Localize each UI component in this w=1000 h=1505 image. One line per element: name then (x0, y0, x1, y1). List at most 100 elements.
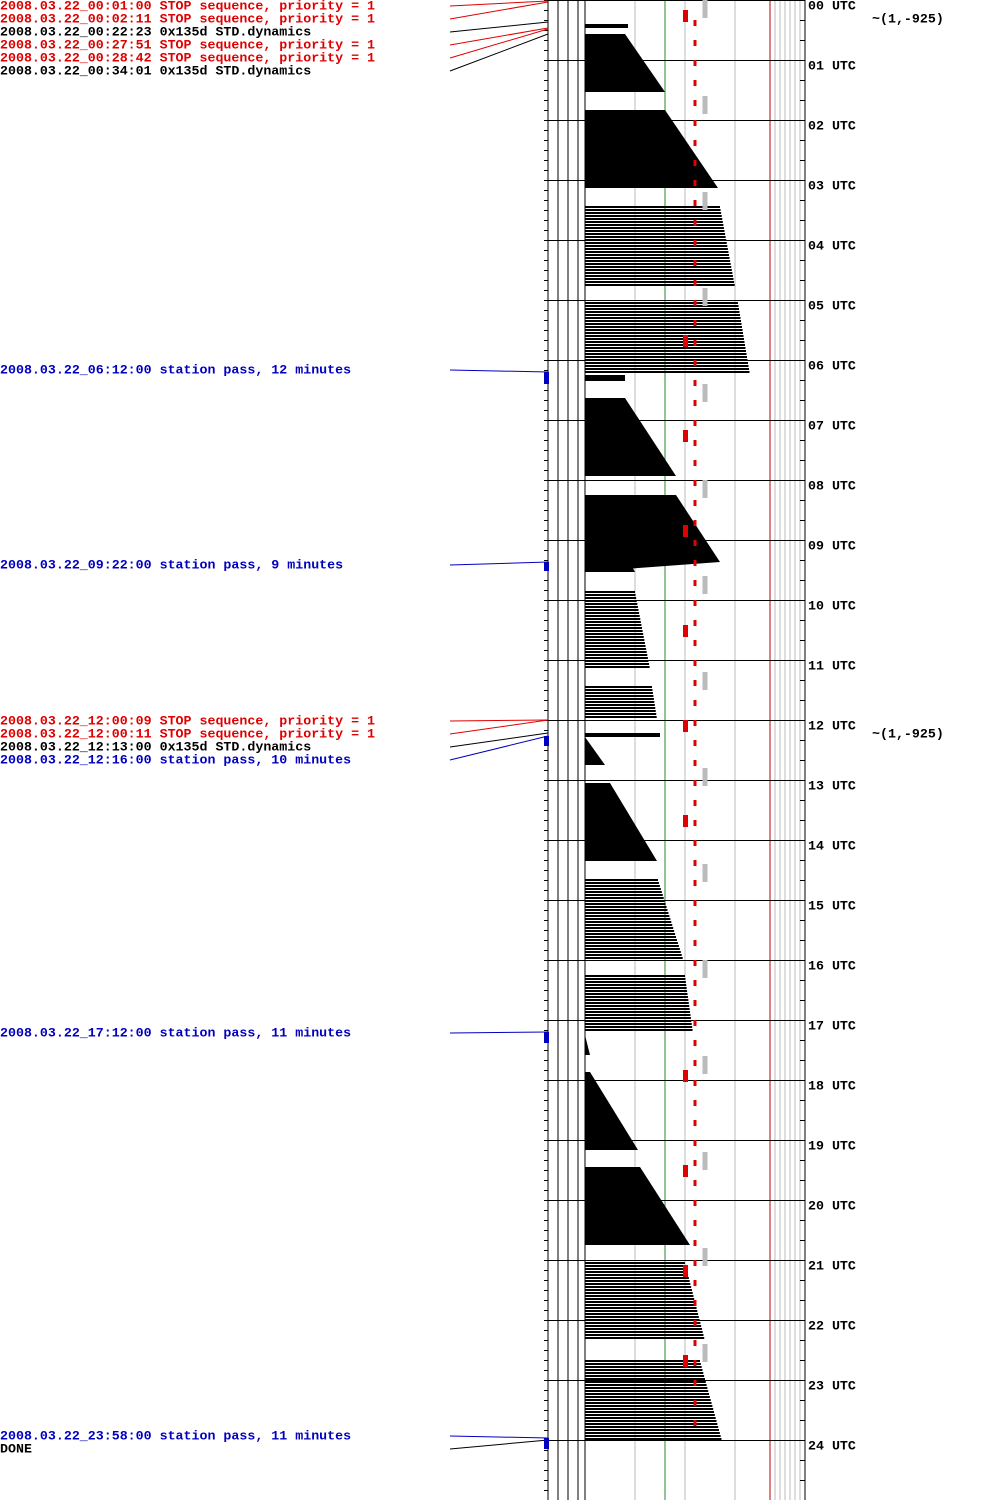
event-label: 2008.03.22_17:12:00 station pass, 11 min… (0, 1026, 351, 1041)
hour-label: 01 UTC (808, 59, 856, 74)
activity-stripe (585, 1011, 691, 1013)
activity-stripe (585, 954, 682, 956)
activity-stripe (585, 930, 675, 932)
station-pass-mark (544, 1032, 549, 1043)
activity-block (585, 1072, 638, 1150)
event-label: 2008.03.22_00:28:42 STOP sequence, prior… (0, 51, 375, 66)
activity-stripe (585, 1369, 703, 1371)
activity-stripe (585, 918, 671, 920)
activity-stripe (585, 1304, 696, 1306)
activity-stripe (585, 1372, 704, 1374)
activity-stripe (585, 1002, 689, 1004)
event-label: 2008.03.22_00:01:00 STOP sequence, prior… (0, 0, 375, 14)
activity-stripe (585, 215, 722, 217)
activity-stripe (585, 978, 686, 980)
activity-stripe (585, 245, 728, 247)
activity-stripe (585, 239, 727, 241)
event-connector (449, 732, 549, 748)
activity-stripe (585, 621, 641, 623)
activity-stripe (585, 206, 720, 208)
activity-stripe (585, 1384, 707, 1386)
activity-stripe (585, 618, 641, 620)
hour-label: 14 UTC (808, 839, 856, 854)
red-mark (683, 335, 688, 347)
event-connector (449, 735, 549, 761)
station-pass-mark (544, 562, 549, 571)
activity-stripe (585, 707, 656, 709)
activity-stripe (585, 353, 747, 355)
activity-stripe (585, 1310, 698, 1312)
activity-stripe (585, 1301, 695, 1303)
activity-stripe (585, 1262, 685, 1264)
activity-stripe (585, 1420, 717, 1422)
activity-stripe (585, 948, 680, 950)
hour-label: 17 UTC (808, 1019, 856, 1034)
activity-stripe (585, 308, 739, 310)
activity-stripe (585, 615, 640, 617)
event-label: 2008.03.22_00:22:23 0x135d STD.dynamics (0, 25, 311, 40)
activity-stripe (585, 897, 664, 899)
activity-stripe (585, 359, 748, 361)
red-mark (683, 430, 688, 442)
hour-label: 19 UTC (808, 1139, 856, 1154)
activity-stripe (585, 329, 743, 331)
red-mark (683, 625, 688, 637)
hour-label: 21 UTC (808, 1259, 856, 1274)
activity-stripe (585, 894, 663, 896)
activity-stripe (585, 888, 661, 890)
activity-stripe (585, 606, 638, 608)
activity-stripe (585, 645, 646, 647)
event-label: 2008.03.22_12:16:00 station pass, 10 min… (0, 753, 351, 768)
activity-stripe (585, 1408, 714, 1410)
activity-stripe (585, 981, 686, 983)
activity-stripe (585, 906, 667, 908)
activity-stripe (585, 1331, 703, 1333)
red-mark (683, 815, 688, 827)
activity-stripe (585, 984, 687, 986)
event-connector (449, 719, 549, 735)
activity-stripe (585, 903, 666, 905)
activity-block (585, 110, 718, 188)
activity-stripe (585, 942, 678, 944)
activity-stripe (585, 654, 648, 656)
activity-stripe (585, 689, 653, 691)
event-connector (449, 21, 549, 33)
activity-block (585, 495, 720, 572)
activity-stripe (585, 1280, 690, 1282)
event-label: 2008.03.22_12:00:11 STOP sequence, prior… (0, 727, 375, 742)
activity-stripe (585, 900, 665, 902)
activity-stripe (585, 879, 658, 881)
activity-stripe (585, 1390, 709, 1392)
activity-stripe (585, 1026, 693, 1028)
activity-stripe (585, 716, 657, 718)
event-connector (449, 369, 549, 373)
activity-stripe (585, 698, 654, 700)
activity-stripe (585, 335, 744, 337)
activity-stripe (585, 284, 735, 286)
activity-stripe (585, 627, 643, 629)
hour-label: 11 UTC (808, 659, 856, 674)
activity-stripe (585, 350, 746, 352)
activity-stripe (585, 891, 662, 893)
activity-stripe (585, 365, 749, 367)
activity-stripe (585, 642, 645, 644)
event-connector (449, 561, 549, 566)
activity-stripe (585, 1008, 690, 1010)
hour-label: 03 UTC (808, 179, 856, 194)
event-label: 2008.03.22_06:12:00 station pass, 12 min… (0, 363, 351, 378)
activity-stripe (585, 236, 726, 238)
activity-stripe (585, 1274, 689, 1276)
red-mark (683, 1165, 688, 1177)
hour-label: 12 UTC (808, 719, 856, 734)
hour-label: 13 UTC (808, 779, 856, 794)
activity-stripe (585, 242, 727, 244)
event-label: 2008.03.22_09:22:00 station pass, 9 minu… (0, 558, 343, 573)
event-connector (449, 0, 549, 7)
activity-stripe (585, 1023, 692, 1025)
event-connector (449, 1031, 549, 1034)
activity-stripe (585, 1295, 694, 1297)
activity-stripe (585, 1438, 722, 1440)
activity-stripe (585, 1429, 719, 1431)
activity-stripe (585, 1286, 692, 1288)
red-mark (683, 1355, 688, 1367)
